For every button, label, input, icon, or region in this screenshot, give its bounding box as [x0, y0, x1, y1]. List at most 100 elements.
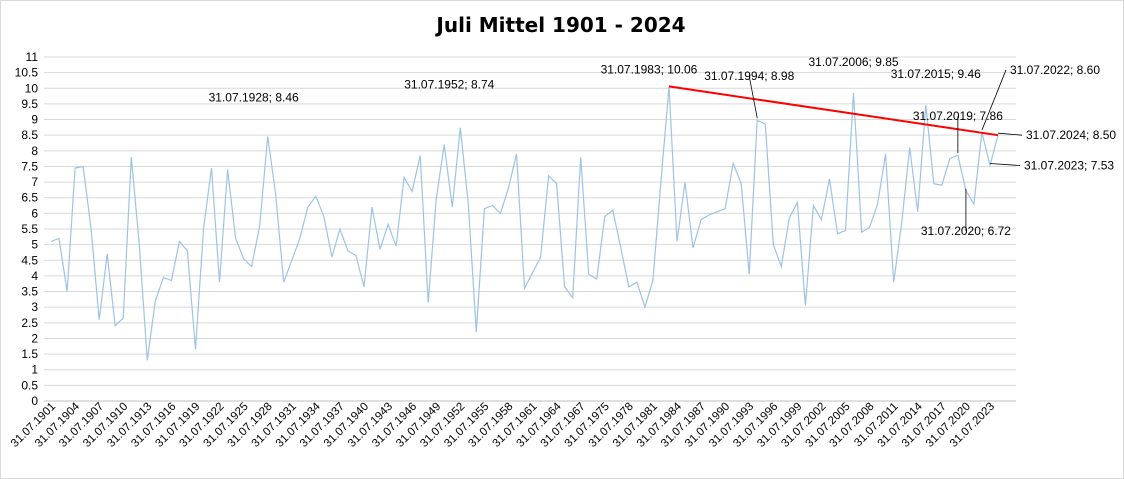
data-point [643, 306, 646, 309]
data-point [130, 156, 133, 159]
series-line-juli-mittel [50, 86, 999, 361]
y-tick-label: 10 [25, 81, 39, 95]
data-point [603, 215, 606, 218]
data-label: 31.07.2019; 7.86 [913, 109, 1003, 123]
data-point [106, 253, 109, 256]
data-point [651, 279, 654, 282]
data-point [338, 228, 341, 231]
data-point [884, 152, 887, 155]
y-tick-label: 8.5 [21, 128, 38, 142]
y-tick-label: 5.5 [21, 222, 38, 236]
data-label: 31.07.2024; 8.50 [1026, 128, 1116, 142]
data-point [499, 212, 502, 215]
data-point [523, 287, 526, 290]
data-point [435, 198, 438, 201]
data-label: 31.07.1952; 8.74 [404, 78, 494, 92]
data-point [66, 290, 69, 293]
data-point [98, 318, 101, 321]
data-point [210, 167, 213, 170]
data-point [804, 304, 807, 307]
data-point [186, 249, 189, 252]
data-point [114, 324, 117, 327]
data-point [916, 210, 919, 213]
y-tick-label: 11 [26, 50, 39, 64]
data-point [627, 285, 630, 288]
data-point [772, 243, 775, 246]
data-point [202, 228, 205, 231]
data-point [724, 207, 727, 210]
data-point [507, 187, 510, 190]
data-point [74, 167, 77, 170]
y-tick-label: 2.5 [21, 316, 38, 330]
data-point [82, 165, 85, 168]
data-point [876, 202, 879, 205]
data-point [467, 202, 470, 205]
data-point [900, 221, 903, 224]
data-point [635, 281, 638, 284]
data-label: 31.07.2006; 9.85 [808, 55, 898, 69]
data-point [218, 281, 221, 284]
data-point [868, 226, 871, 229]
data-point [972, 202, 975, 205]
data-point [940, 184, 943, 187]
data-point [170, 279, 173, 282]
data-point [531, 271, 534, 274]
data-point [459, 126, 462, 129]
data-point [58, 237, 61, 240]
data-point [250, 265, 253, 268]
data-point [611, 209, 614, 212]
y-tick-label: 9 [31, 113, 38, 127]
data-point [371, 206, 374, 209]
data-point [659, 181, 662, 184]
y-axis-ticks: 0 0.51 1.5 22.5 33.5 4 4.55 5.5 66.5 7 7.58 8.59 9.5… [15, 50, 39, 408]
data-point [924, 104, 927, 107]
data-point [675, 240, 678, 243]
data-point [258, 224, 261, 227]
data-point [50, 240, 53, 243]
y-tick-label: 9.5 [21, 97, 38, 111]
data-point [90, 228, 93, 231]
data-point [314, 195, 317, 198]
data-point [836, 232, 839, 235]
y-tick-label: 0 [31, 394, 38, 408]
data-point [732, 162, 735, 165]
data-point [820, 218, 823, 221]
data-label: 31.07.1928; 8.46 [209, 90, 299, 104]
data-point [234, 237, 237, 240]
y-tick-label: 7 [31, 175, 38, 189]
data-point [475, 331, 478, 334]
data-point [932, 182, 935, 185]
data-point [788, 217, 791, 220]
data-point [700, 218, 703, 221]
y-tick-label: 3 [31, 300, 38, 314]
data-point [948, 157, 951, 160]
data-point [491, 204, 494, 207]
data-point [579, 156, 582, 159]
data-point [988, 164, 991, 167]
data-point [684, 181, 687, 184]
data-point [708, 213, 711, 216]
data-point [539, 256, 542, 259]
data-point [796, 201, 799, 204]
y-tick-label: 2 [31, 331, 38, 345]
data-point [619, 246, 622, 249]
data-point [563, 285, 566, 288]
y-tick-label: 1.5 [21, 347, 38, 361]
y-tick-label: 5 [31, 238, 38, 252]
data-point [242, 257, 245, 260]
data-label: 31.07.2022; 8.60 [1010, 63, 1100, 77]
gridlines [44, 56, 1016, 402]
data-point [443, 143, 446, 146]
data-point [395, 245, 398, 248]
data-point [226, 168, 229, 171]
data-point [908, 146, 911, 149]
data-point [154, 299, 157, 302]
y-tick-label: 8 [31, 144, 38, 158]
data-point [483, 207, 486, 210]
data-point [362, 285, 365, 288]
data-point [282, 281, 285, 284]
data-point [860, 231, 863, 234]
data-point [547, 174, 550, 177]
data-point [138, 243, 141, 246]
